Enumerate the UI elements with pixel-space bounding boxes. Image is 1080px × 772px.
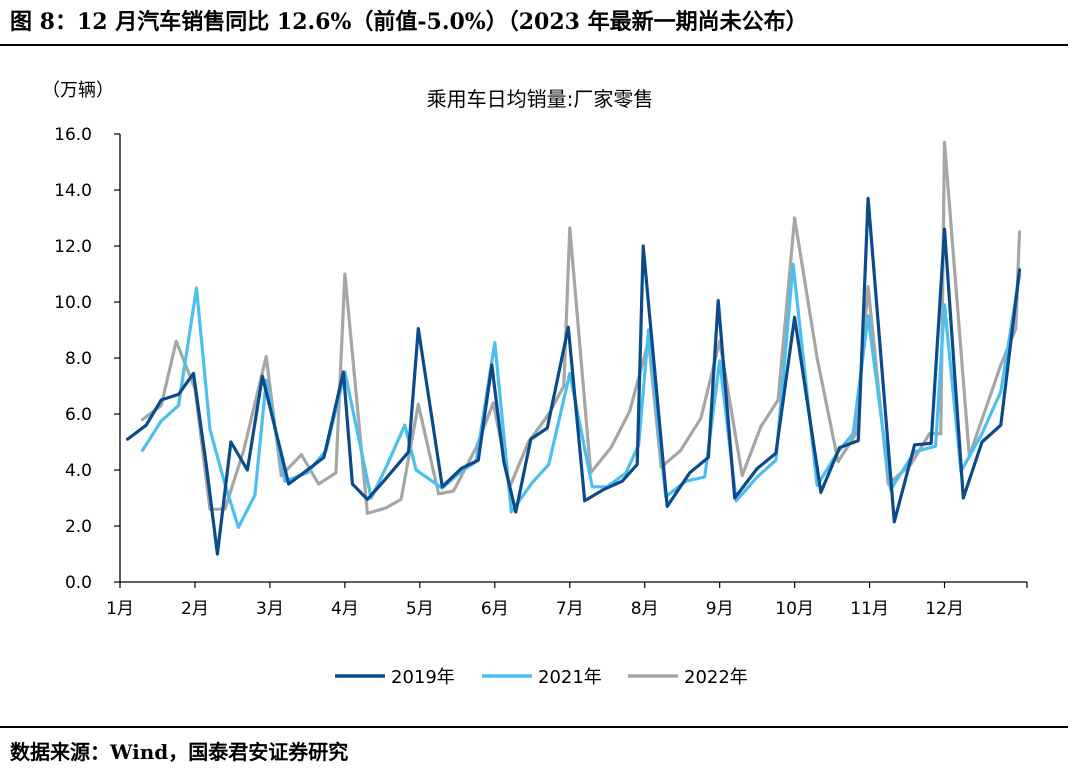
chart-title: 乘用车日均销量:厂家零售: [427, 87, 654, 111]
axes: 0.0 2.0 4.0 6.0 8.0 10.0 12.0 14.0 16.0 1月 2月 3月 4月 5…: [54, 125, 1028, 619]
y-tick-label: 8.0: [65, 349, 92, 369]
y-tick-label: 6.0: [65, 405, 92, 425]
y-tick-label: 14.0: [54, 181, 92, 201]
y-unit-label: （万辆）: [42, 80, 114, 101]
figure-title: 图 8：12 月汽车销售同比 12.6%（前值-5.0%）（2023 年最新一期…: [10, 9, 808, 35]
series-line-2021: [140, 262, 1022, 529]
series-line-2019: [125, 196, 1022, 556]
x-tick-label: 8月: [631, 599, 659, 619]
y-tick-label: 10.0: [54, 293, 92, 313]
legend-label-2022: 2022年: [684, 667, 748, 688]
x-tick-label: 12月: [925, 599, 964, 619]
x-tick-label: 6月: [481, 599, 509, 619]
legend-label-2021: 2021年: [538, 667, 602, 688]
y-tick-label: 12.0: [54, 237, 92, 257]
top-rule: [0, 44, 1068, 46]
x-tick-label: 1月: [106, 599, 134, 619]
x-tick-label: 11月: [850, 599, 889, 619]
y-tick-label: 2.0: [65, 517, 92, 537]
y-tick-label: 16.0: [54, 125, 92, 145]
line-chart: 乘用车日均销量:厂家零售 （万辆） 0.0 2.0 4.0 6.0 8.0 10.0 12.…: [42, 80, 1028, 688]
y-tick-label: 4.0: [65, 461, 92, 481]
x-tick-label: 7月: [556, 599, 584, 619]
legend: 2019年 2021年 2022年: [335, 667, 748, 688]
legend-label-2019: 2019年: [391, 667, 455, 688]
x-tick-label: 3月: [256, 599, 284, 619]
x-tick-label: 4月: [331, 599, 359, 619]
data-source: 数据来源：Wind，国泰君安证券研究: [10, 740, 349, 764]
series-layer: [125, 140, 1022, 556]
x-tick-label: 5月: [406, 599, 434, 619]
x-tick-label: 10月: [775, 599, 814, 619]
x-tick-label: 2月: [181, 599, 209, 619]
x-tick-label: 9月: [706, 599, 734, 619]
y-tick-label: 0.0: [65, 573, 92, 593]
bottom-rule: [0, 726, 1068, 728]
